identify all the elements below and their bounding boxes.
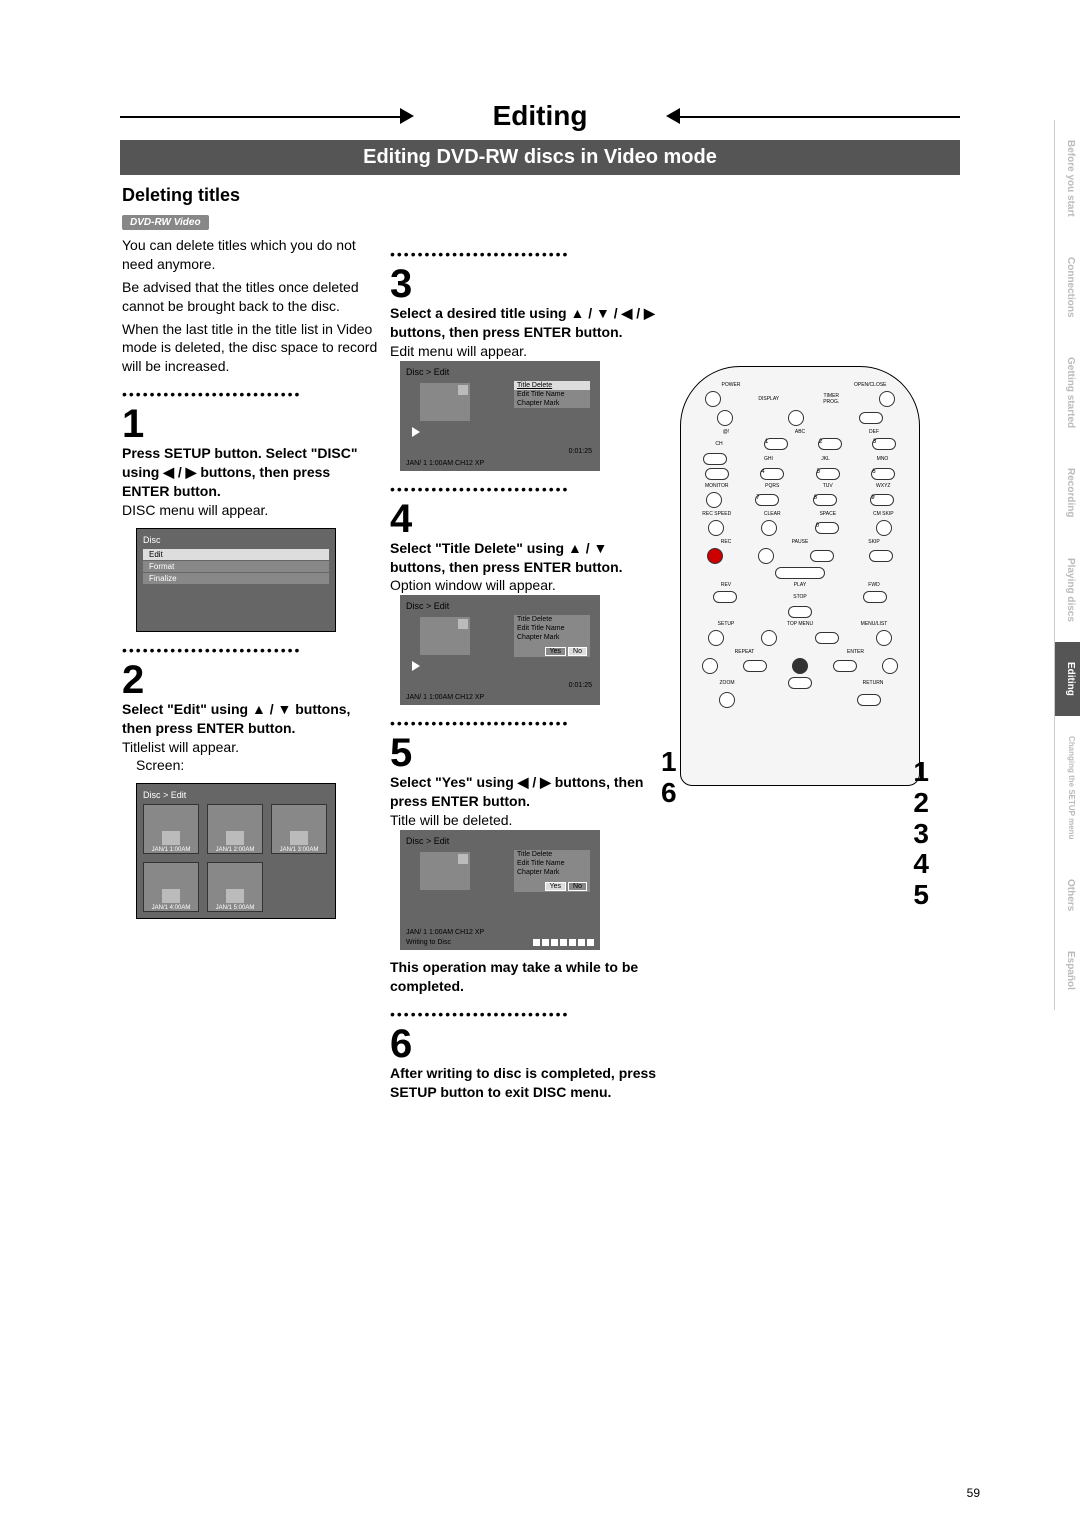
remote-ref-left: 1 6 <box>661 747 677 809</box>
remote-ref-right: 1 2 3 4 5 <box>913 757 929 911</box>
intro-p2: Be advised that the titles once deleted … <box>122 278 380 316</box>
step-4-instr: Select "Title Delete" using ▲ / ▼ button… <box>390 539 660 577</box>
edit-option-screen: Disc > Edit Title Delete Edit Title Name… <box>400 595 600 705</box>
title-thumb: JAN/1 4:00AM <box>143 862 199 912</box>
step-4-note: Option window will appear. <box>390 576 660 595</box>
disc-menu-item: Format <box>143 561 329 572</box>
play-icon <box>412 427 420 437</box>
title-thumb: JAN/1 1:00AM <box>143 804 199 854</box>
column-left: You can delete titles which you do not n… <box>100 236 380 1102</box>
step-5-note: Title will be deleted. <box>390 811 660 830</box>
tab-espanol: Español <box>1054 931 1080 1010</box>
step-divider: •••••••••••••••••••••••••• <box>390 1006 660 1022</box>
content-columns: You can delete titles which you do not n… <box>100 236 980 1102</box>
titlelist-screen: Disc > Edit JAN/1 1:00AM JAN/1 2:00AM JA… <box>136 783 336 919</box>
dvdrw-badge: DVD-RW Video <box>122 215 209 230</box>
edit-submenu: Title Delete Edit Title Name Chapter Mar… <box>514 850 590 892</box>
step-1-instr: Press SETUP button. Select "DISC" using … <box>122 444 380 501</box>
step-6-instr: After writing to disc is completed, pres… <box>390 1064 660 1102</box>
disc-menu-screen: Disc Edit Format Finalize <box>136 528 336 632</box>
step-1-note: DISC menu will appear. <box>122 501 380 520</box>
title-thumb: JAN/1 5:00AM <box>207 862 263 912</box>
no-button: No <box>568 647 587 656</box>
progress-icon <box>533 939 594 946</box>
title-thumb: JAN/1 2:00AM <box>207 804 263 854</box>
intro-p3: When the last title in the title list in… <box>122 320 380 377</box>
step-5-warning: This operation may take a while to be co… <box>390 958 660 996</box>
play-icon <box>412 661 420 671</box>
main-title: Editing <box>483 100 598 132</box>
manual-page: Editing Editing DVD-RW discs in Video mo… <box>100 100 980 1480</box>
screen-label: Screen: <box>136 756 380 775</box>
column-right: POWEROPEN/CLOSE DISPLAYTIMER PROG. @!ABC… <box>660 236 960 1102</box>
section-heading: Deleting titles <box>122 185 980 206</box>
step-4-number: 4 <box>390 499 660 539</box>
step-divider: •••••••••••••••••••••••••• <box>390 481 660 497</box>
tab-recording: Recording <box>1054 448 1080 537</box>
edit-submenu: Title Delete Edit Title Name Chapter Mar… <box>514 381 590 408</box>
writing-status: Writing to Disc <box>406 939 594 946</box>
step-divider: •••••••••••••••••••••••••• <box>122 386 380 402</box>
subtitle-bar: Editing DVD-RW discs in Video mode <box>120 140 960 175</box>
tab-before: Before you start <box>1054 120 1080 237</box>
no-button: No <box>568 882 587 891</box>
step-3-note: Edit menu will appear. <box>390 342 660 361</box>
step-divider: •••••••••••••••••••••••••• <box>390 246 660 262</box>
step-1-number: 1 <box>122 404 380 444</box>
edit-submenu: Title Delete Edit Title Name Chapter Mar… <box>514 615 590 657</box>
step-2-note: Titlelist will appear. <box>122 738 380 757</box>
yes-button: Yes <box>545 882 566 891</box>
disc-menu-item: Finalize <box>143 573 329 584</box>
step-3-instr: Select a desired title using ▲ / ▼ / ◀ /… <box>390 304 660 342</box>
title-thumb: JAN/1 3:00AM <box>271 804 327 854</box>
edit-screen-title: Disc > Edit <box>406 367 594 377</box>
step-2-instr: Select "Edit" using ▲ / ▼ buttons, then … <box>122 700 380 738</box>
step-divider: •••••••••••••••••••••••••• <box>122 642 380 658</box>
step-5-number: 5 <box>390 733 660 773</box>
remote-diagram: POWEROPEN/CLOSE DISPLAYTIMER PROG. @!ABC… <box>680 366 920 786</box>
page-number: 59 <box>967 1486 980 1500</box>
step-divider: •••••••••••••••••••••••••• <box>390 715 660 731</box>
tab-editing: Editing <box>1054 642 1080 716</box>
titlelist-title: Disc > Edit <box>143 790 329 800</box>
yes-button: Yes <box>545 647 566 656</box>
disc-menu-item: Edit <box>143 549 329 560</box>
edit-writing-screen: Disc > Edit Title Delete Edit Title Name… <box>400 830 600 950</box>
title-bracket: Editing <box>100 100 980 132</box>
step-3-number: 3 <box>390 264 660 304</box>
edit-menu-screen: Disc > Edit Title Delete Edit Title Name… <box>400 361 600 471</box>
tab-others: Others <box>1054 859 1080 931</box>
column-middle: •••••••••••••••••••••••••• 3 Select a de… <box>380 236 660 1102</box>
side-tabs: Before you start Connections Getting sta… <box>1054 120 1080 1010</box>
step-2-number: 2 <box>122 660 380 700</box>
tab-setup-menu: Changing the SETUP menu <box>1054 716 1080 859</box>
tab-playing: Playing discs <box>1054 538 1080 642</box>
bracket-arrow-right <box>666 108 680 124</box>
bracket-arrow-left <box>400 108 414 124</box>
tab-connections: Connections <box>1054 237 1080 338</box>
play-button <box>775 567 825 579</box>
tab-getting-started: Getting started <box>1054 337 1080 448</box>
intro-p1: You can delete titles which you do not n… <box>122 236 380 274</box>
step-5-instr: Select "Yes" using ◀ / ▶ buttons, then p… <box>390 773 660 811</box>
disc-menu-title: Disc <box>143 535 329 545</box>
step-6-number: 6 <box>390 1024 660 1064</box>
